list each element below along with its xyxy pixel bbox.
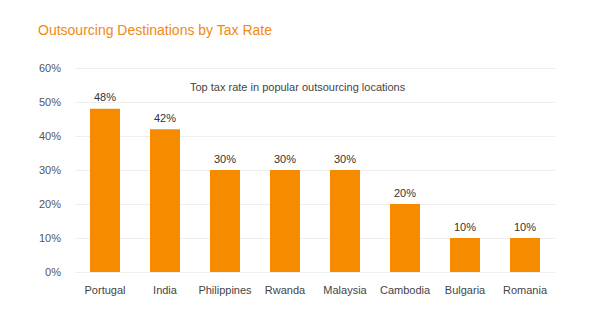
- svg-text:30%: 30%: [274, 153, 296, 165]
- svg-text:48%: 48%: [94, 91, 116, 103]
- svg-text:Malaysia: Malaysia: [323, 284, 367, 296]
- svg-text:0%: 0%: [45, 266, 61, 278]
- svg-text:Top tax rate in popular outsou: Top tax rate in popular outsourcing loca…: [190, 81, 406, 93]
- svg-text:Bulgaria: Bulgaria: [445, 284, 486, 296]
- svg-text:Cambodia: Cambodia: [380, 284, 431, 296]
- svg-text:India: India: [153, 284, 178, 296]
- svg-text:10%: 10%: [514, 221, 536, 233]
- svg-text:Outsourcing Destinations by Ta: Outsourcing Destinations by Tax Rate: [38, 22, 272, 38]
- svg-text:20%: 20%: [394, 187, 416, 199]
- svg-text:Portugal: Portugal: [85, 284, 126, 296]
- svg-text:50%: 50%: [39, 96, 61, 108]
- svg-text:Philippines: Philippines: [198, 284, 252, 296]
- svg-text:40%: 40%: [39, 130, 61, 142]
- svg-text:10%: 10%: [39, 232, 61, 244]
- svg-text:60%: 60%: [39, 62, 61, 74]
- svg-text:10%: 10%: [454, 221, 476, 233]
- svg-text:Rwanda: Rwanda: [265, 284, 306, 296]
- svg-text:20%: 20%: [39, 198, 61, 210]
- svg-text:42%: 42%: [154, 112, 176, 124]
- svg-text:30%: 30%: [214, 153, 236, 165]
- svg-text:30%: 30%: [39, 164, 61, 176]
- svg-text:30%: 30%: [334, 153, 356, 165]
- svg-text:Romania: Romania: [503, 284, 548, 296]
